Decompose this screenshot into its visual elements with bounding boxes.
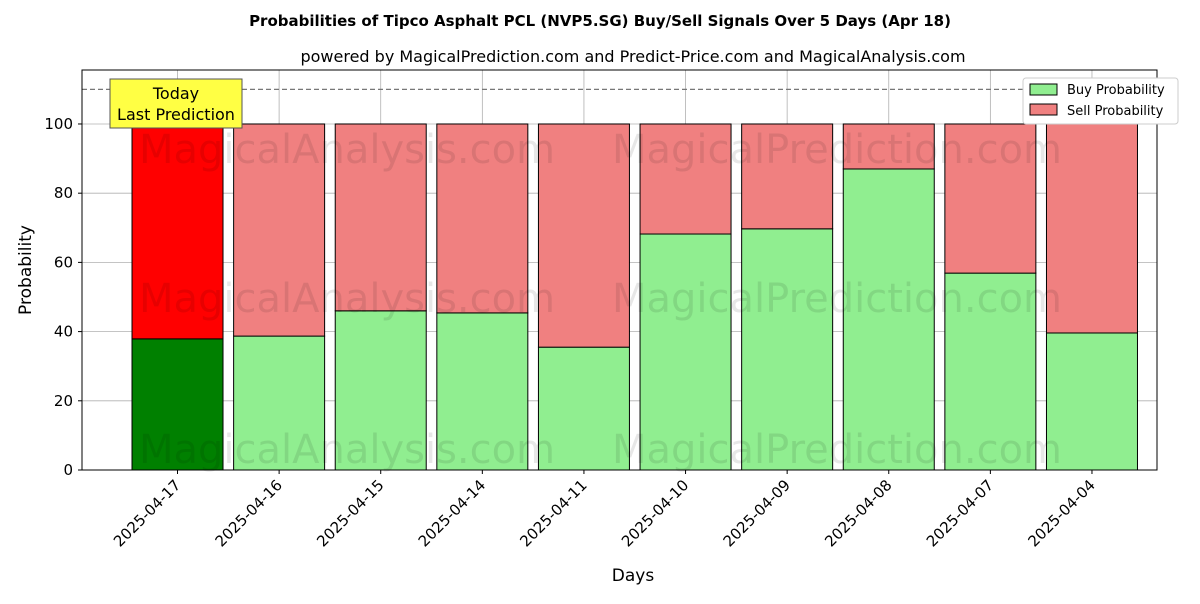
x-tick-label: 2025-04-14 [415,476,489,550]
x-axis-label: Days [612,566,655,586]
y-tick-label: 60 [54,253,73,271]
watermark: MagicalPrediction.com [612,427,1062,473]
buy-bar [334,310,427,471]
sell-bar [639,123,732,235]
sell-bar [233,123,326,337]
sell-bar [944,123,1037,274]
watermark: MagicalPrediction.com [612,276,1062,322]
sell-bar [131,123,224,340]
y-axis-label: Probability [16,225,36,315]
x-tick-label: 2025-04-16 [212,476,286,550]
sell-bar [1045,123,1138,334]
buy-bar [944,272,1037,471]
x-tick-label: 2025-04-09 [720,476,794,550]
watermark: MagicalAnalysis.com [139,427,555,473]
chart-subtitle: powered by MagicalPrediction.com and Pre… [300,47,965,66]
x-tick-label: 2025-04-15 [313,476,387,550]
legend-label-sell: Sell Probability [1067,104,1164,119]
buy-bar [741,228,834,471]
x-tick-label: 2025-04-11 [516,476,590,550]
sell-bar [436,123,529,314]
y-tick-label: 80 [54,184,73,202]
buy-bar [436,312,529,471]
x-tick-label: 2025-04-17 [110,476,184,550]
buy-bar [1045,332,1138,471]
annotation-last-prediction: Last Prediction [117,105,235,124]
x-tick-label: 2025-04-04 [1024,476,1098,550]
buy-bar [537,346,630,471]
chart-title: Probabilities of Tipco Asphalt PCL (NVP5… [249,12,951,30]
watermark: MagicalAnalysis.com [139,276,555,322]
legend: Buy Probability Sell Probability [1022,77,1179,125]
legend-label-buy: Buy Probability [1067,83,1165,98]
annotation-box: Today Last Prediction [109,78,243,129]
y-tick-label: 20 [54,392,73,410]
sell-bar [842,123,935,170]
sell-bar [741,123,834,230]
watermark: MagicalAnalysis.com [139,127,555,173]
sell-bar [334,123,427,312]
x-tick-label: 2025-04-08 [821,476,895,550]
x-tick-label: 2025-04-07 [923,476,997,550]
buy-bar [842,168,935,471]
annotation-today: Today [152,84,199,103]
legend-swatch-buy [1029,83,1058,96]
y-tick-label: 100 [44,115,73,133]
y-tick-label: 0 [63,461,73,479]
plot-frame [81,69,1158,471]
buy-bar [131,338,224,471]
sell-bar [537,123,630,348]
legend-swatch-sell [1029,103,1058,116]
buy-bar [639,233,732,471]
watermark: MagicalPrediction.com [612,127,1062,173]
x-tick-label: 2025-04-10 [618,476,692,550]
y-tick-label: 40 [54,323,73,341]
